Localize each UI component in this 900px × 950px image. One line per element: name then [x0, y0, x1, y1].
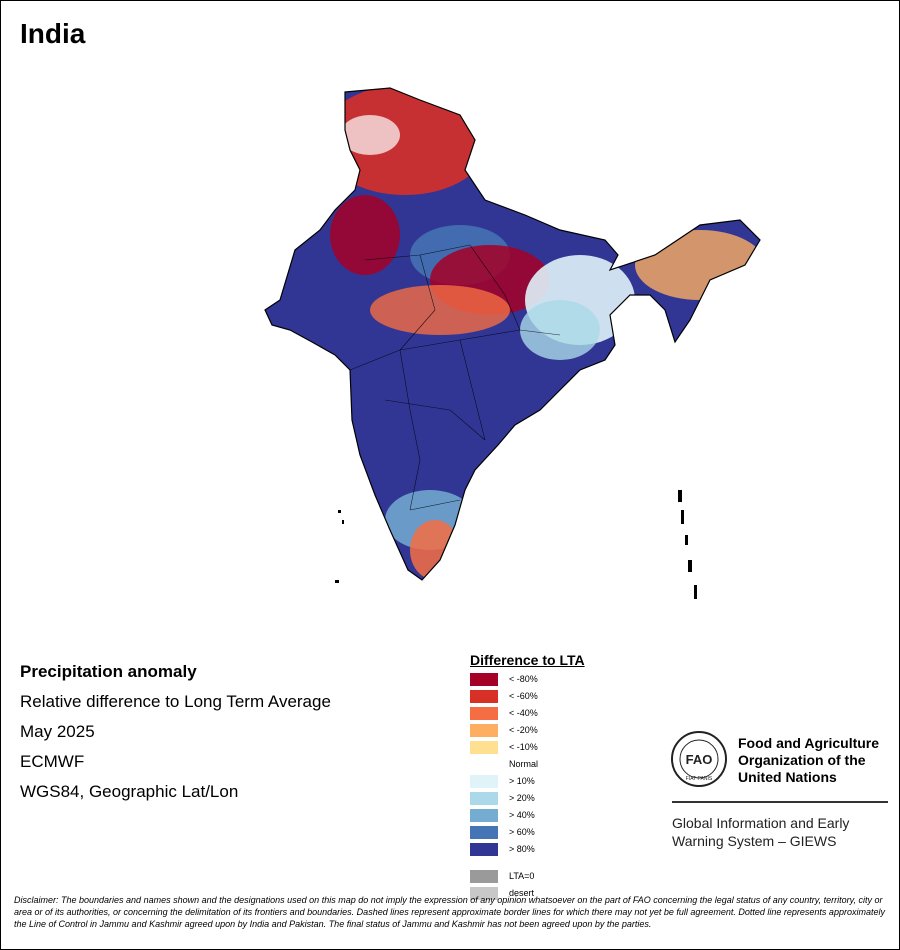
legend-label: LTA=0	[509, 871, 535, 881]
south-dry-region	[410, 520, 460, 580]
fao-logo-icon: FAO FIAT PANIS	[671, 731, 727, 787]
org-name: Food and Agriculture Organization of the…	[738, 735, 880, 785]
fao-logo-text: FAO	[686, 752, 713, 767]
legend-label: > 20%	[509, 793, 535, 803]
legend-swatch	[470, 741, 498, 754]
legend-swatch	[470, 792, 498, 805]
legend-item: > 60%	[470, 824, 630, 841]
legend-label: < -60%	[509, 691, 538, 701]
legend-item: < -10%	[470, 739, 630, 756]
legend-swatch	[470, 809, 498, 822]
legend-item: LTA=0	[470, 868, 630, 885]
kashmir-white-region	[340, 115, 400, 155]
legend-item: desert	[470, 885, 630, 902]
legend-item: < -80%	[470, 671, 630, 688]
legend-label: > 60%	[509, 827, 535, 837]
india-outline	[264, 87, 761, 581]
state-boundaries	[349, 244, 561, 511]
legend-title: Difference to LTA	[470, 652, 585, 668]
legend-label: < -40%	[509, 708, 538, 718]
legend-label: desert	[509, 888, 535, 898]
rajasthan-dry-region	[330, 195, 400, 275]
map-info-block: Precipitation anomaly Relative differenc…	[20, 657, 331, 807]
legend-label: > 10%	[509, 776, 535, 786]
legend-swatch	[470, 758, 498, 771]
info-date: May 2025	[20, 722, 95, 741]
legend-label: < -80%	[509, 674, 538, 684]
kashmir-dry-region	[320, 88, 490, 195]
legend-swatch	[470, 775, 498, 788]
legend: Difference to LTA < -80% < -60% < -40% <…	[470, 652, 630, 902]
info-projection: WGS84, Geographic Lat/Lon	[20, 782, 239, 801]
lakshadweep-islands	[335, 510, 344, 583]
org-divider	[672, 801, 888, 803]
legend-label: > 80%	[509, 844, 535, 854]
legend-item: > 40%	[470, 807, 630, 824]
legend-swatch	[470, 887, 498, 900]
system-name: Global Information and Early Warning Sys…	[672, 815, 850, 849]
legend-swatch	[470, 690, 498, 703]
andaman-islands	[678, 490, 697, 599]
legend-label: < -10%	[509, 742, 538, 752]
info-heading: Precipitation anomaly	[20, 662, 197, 681]
legend-swatch	[470, 673, 498, 686]
legend-swatch	[470, 870, 498, 883]
legend-item: < -20%	[470, 722, 630, 739]
legend-item: < -60%	[470, 688, 630, 705]
info-subtitle: Relative difference to Long Term Average	[20, 692, 331, 711]
legend-swatch	[470, 843, 498, 856]
legend-item: > 20%	[470, 790, 630, 807]
legend-item: > 10%	[470, 773, 630, 790]
legend-swatch	[470, 724, 498, 737]
legend-label: > 40%	[509, 810, 535, 820]
legend-label: < -20%	[509, 725, 538, 735]
east-light-region	[520, 300, 600, 360]
disclaimer: Disclaimer: The boundaries and names sho…	[14, 895, 885, 929]
legend-label: Normal	[509, 759, 539, 769]
india-anomaly-map	[264, 87, 761, 599]
legend-item: < -40%	[470, 705, 630, 722]
fao-logo-sub: FIAT PANIS	[686, 776, 713, 782]
legend-item: > 80%	[470, 841, 630, 858]
central-orange-region	[370, 285, 510, 335]
info-source: ECMWF	[20, 752, 85, 771]
legend-item: Normal	[470, 756, 630, 773]
map-title: India	[20, 18, 86, 49]
legend-swatch	[470, 707, 498, 720]
legend-swatch	[470, 826, 498, 839]
